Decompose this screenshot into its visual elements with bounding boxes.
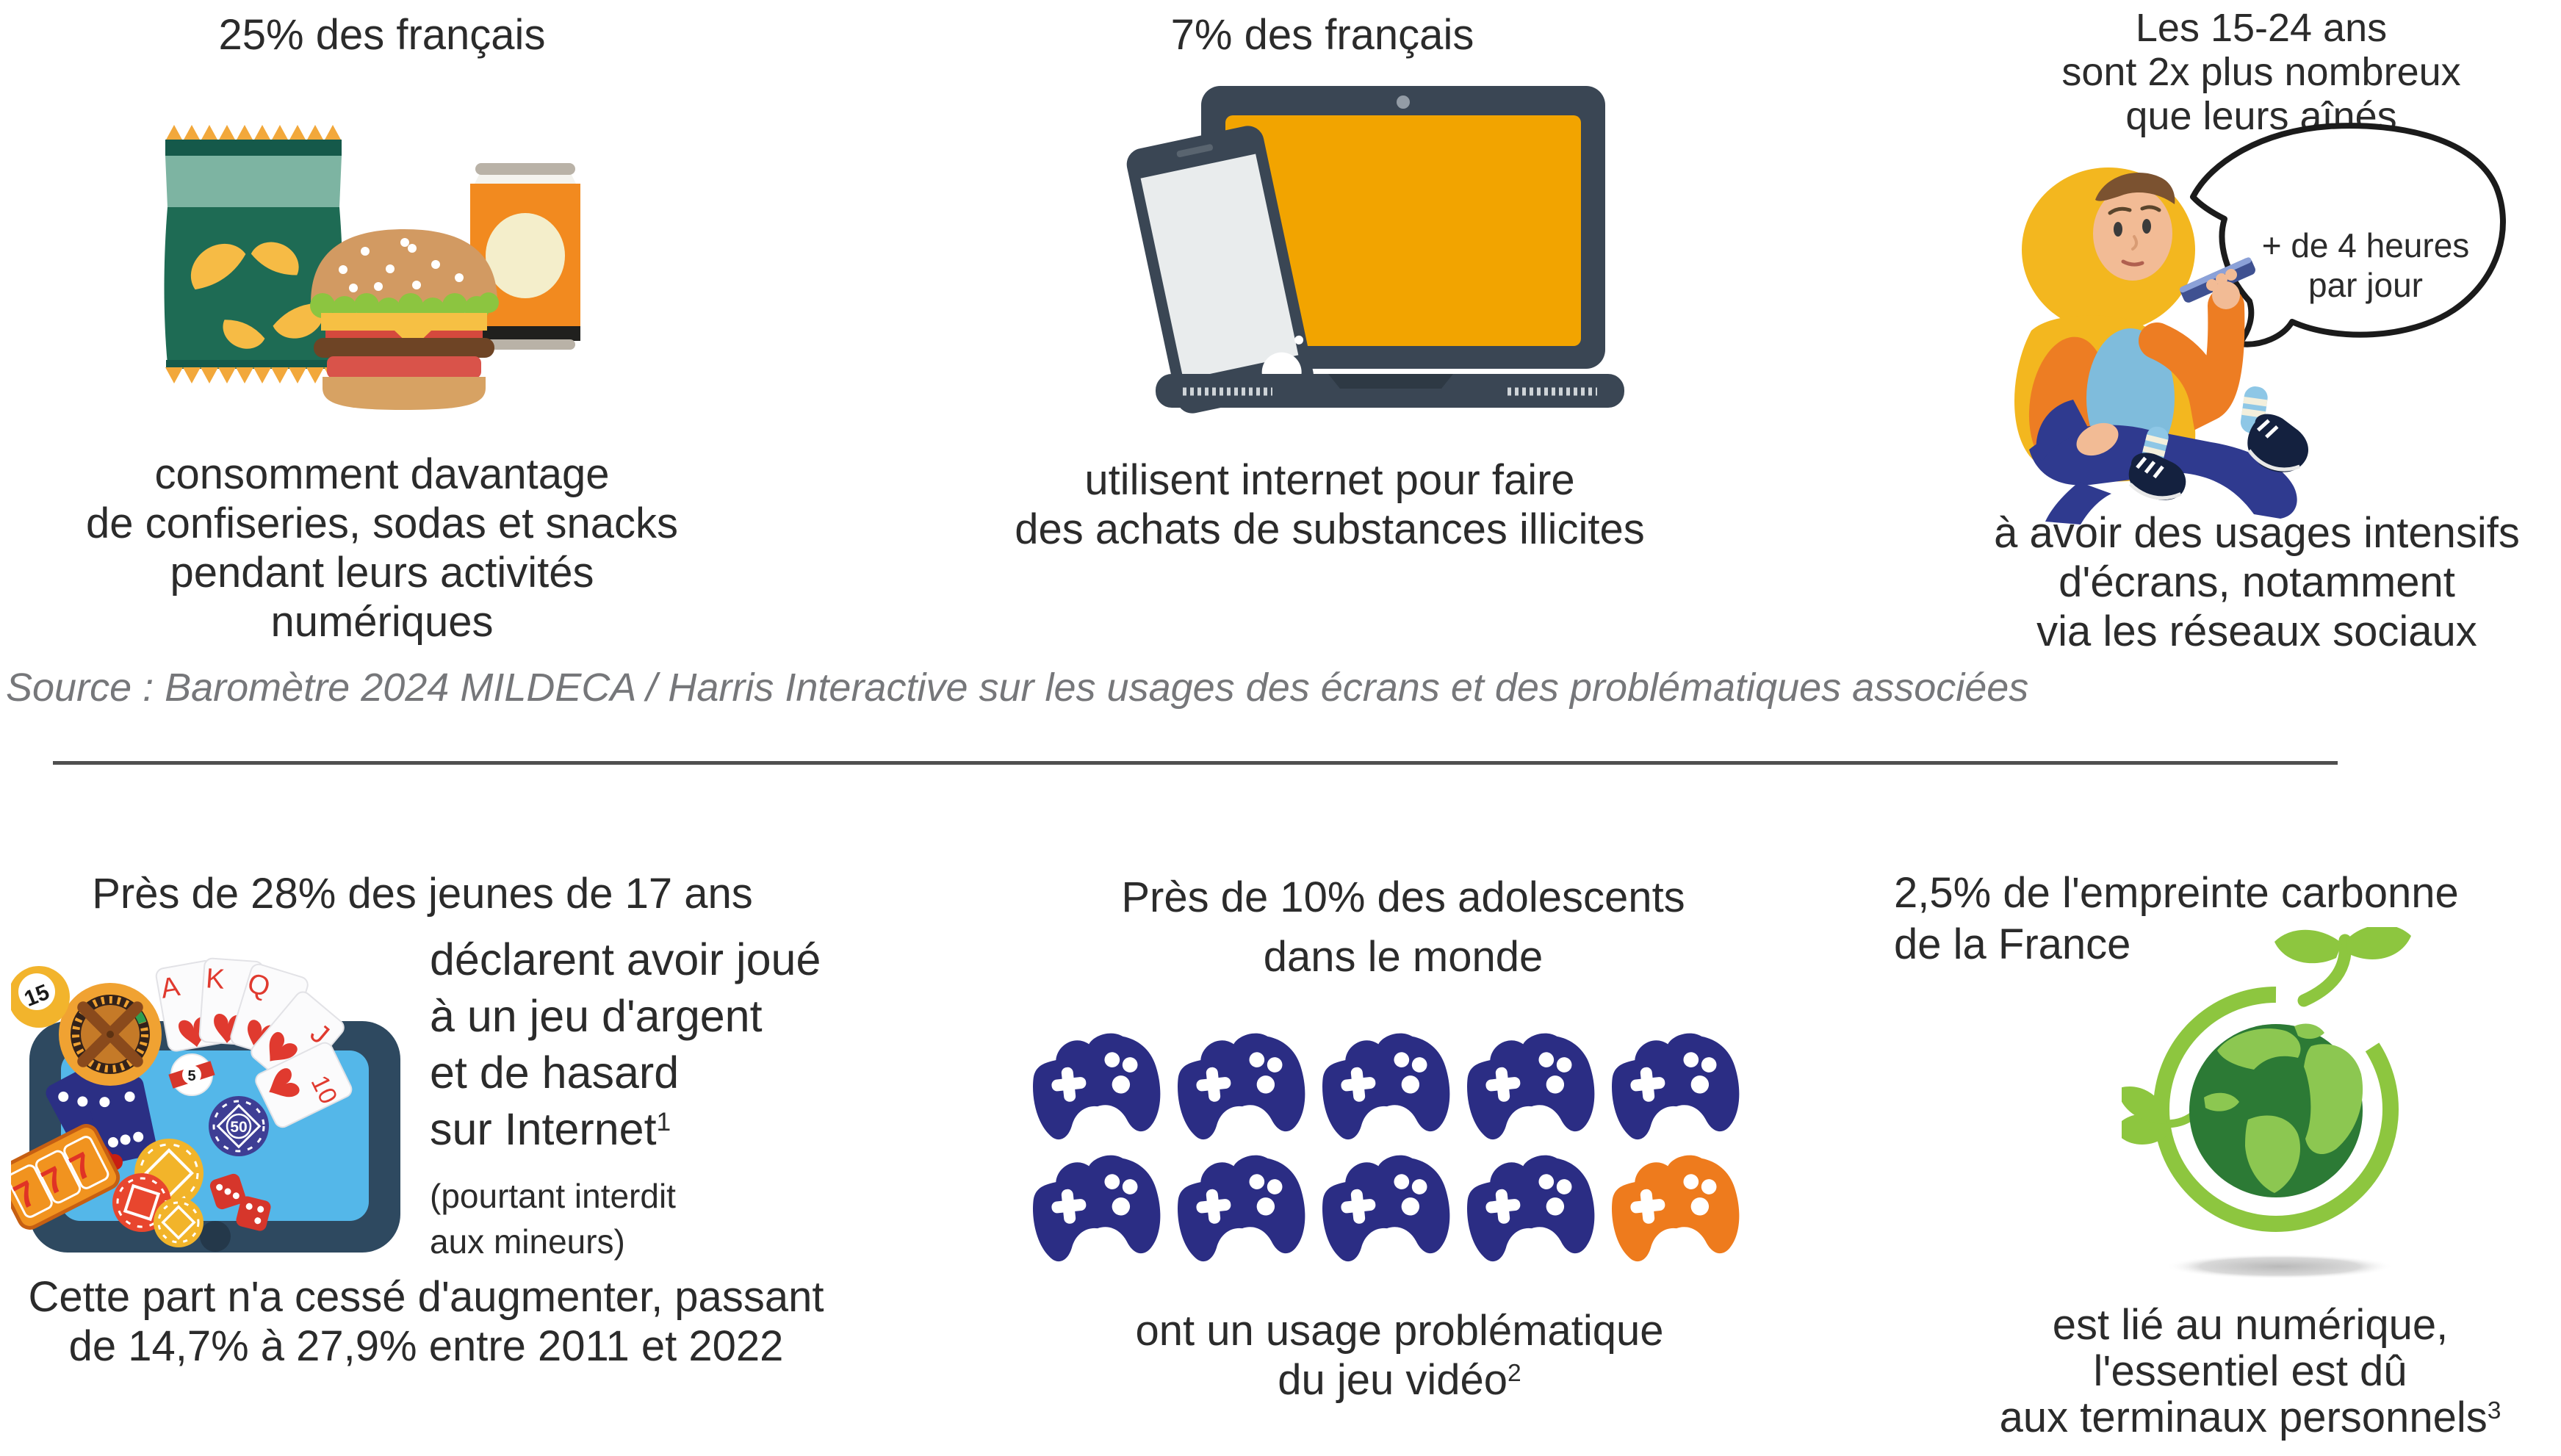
- side-line: à un jeu d'argent: [430, 991, 763, 1041]
- caption-line: des achats de substances illicites: [1015, 505, 1645, 553]
- caption-line: est lié au numérique,: [2052, 1301, 2449, 1349]
- caption-line: pendant leurs activités: [170, 549, 594, 597]
- title-line: dans le monde: [1263, 933, 1544, 981]
- caption-line: à avoir des usages intensifs: [1994, 509, 2520, 557]
- svg-text:5: 5: [187, 1068, 195, 1084]
- playing-cards-icon: A K Q J 10: [155, 957, 353, 1128]
- snacks-icon: [164, 125, 580, 410]
- title-line: sont 2x plus nombreux: [2061, 50, 2461, 94]
- caption-line: ont un usage problématique: [1135, 1307, 1664, 1355]
- teen-figure: [2014, 167, 2308, 525]
- earth-leaves-icon: [2122, 927, 2411, 1279]
- panel-internet-title: 7% des français: [1170, 11, 1474, 59]
- caption-line: consomment davantage: [154, 450, 610, 498]
- gamepad-icon: [1311, 1020, 1460, 1152]
- caption-line: via les réseaux sociaux: [2036, 608, 2477, 655]
- title-line: Les 15-24 ans: [2135, 6, 2388, 50]
- title-line: de la France: [1894, 920, 2131, 968]
- dice-icon: [209, 1173, 271, 1231]
- gamepad-icon: [1166, 1020, 1316, 1152]
- svg-text:K: K: [205, 963, 226, 995]
- footnote-superscript: 2: [1508, 1359, 1521, 1387]
- teen-with-phone-icon: + de 4 heures par jour: [2014, 123, 2506, 525]
- caption-line: du jeu vidéo2: [1278, 1356, 1521, 1404]
- gamepad-icon: [1455, 1020, 1605, 1152]
- gamepad-icon: [1455, 1142, 1605, 1274]
- title-line: Près de 10% des adolescents: [1121, 873, 1685, 921]
- casino-chips-icon: [112, 1139, 203, 1247]
- panel-gambling-title: Près de 28% des jeunes de 17 ans: [92, 870, 753, 918]
- bubble-text: par jour: [2308, 266, 2423, 304]
- caption-line: de confiseries, sodas et snacks: [86, 500, 678, 547]
- speech-bubble: + de 4 heures par jour: [2190, 123, 2506, 347]
- footer-line: Cette part n'a cessé d'augmenter, passan…: [28, 1273, 824, 1321]
- panel-carbon-title: 2,5% de l'empreinte carbonne de la Franc…: [1894, 868, 2555, 970]
- panel-gambling-footer: Cette part n'a cessé d'augmenter, passan…: [0, 1272, 852, 1371]
- roulette-icon: [59, 983, 162, 1086]
- panel-gaming-caption: ont un usage problématique du jeu vidéo2: [1032, 1306, 1767, 1411]
- side-note-line: aux mineurs): [430, 1222, 625, 1261]
- soda-can-icon: [470, 163, 580, 350]
- chips-bag-icon: [164, 125, 343, 383]
- gamepad-icon-highlighted: [1600, 1142, 1750, 1274]
- divider-line: [53, 761, 2338, 765]
- shadow: [2166, 1254, 2393, 1279]
- gamepad-icon: [1021, 1020, 1171, 1152]
- footnote-superscript: 1: [656, 1107, 671, 1136]
- laptop-icon: [1126, 86, 1624, 414]
- caption-line: numériques: [270, 598, 494, 646]
- panel-gambling-side-text: déclarent avoir joué à un jeu d'argent e…: [430, 931, 841, 1264]
- title-line: 2,5% de l'empreinte carbonne: [1894, 869, 2459, 917]
- caption-line: l'essentiel est dû: [2093, 1347, 2407, 1395]
- gamepad-icon: [1166, 1142, 1316, 1274]
- side-line: sur Internet1: [430, 1104, 671, 1154]
- bubble-text: + de 4 heures: [2262, 226, 2470, 264]
- side-line: déclarent avoir joué: [430, 934, 821, 984]
- panel-snacks-caption: consomment davantage de confiseries, sod…: [44, 450, 720, 646]
- footer-line: de 14,7% à 27,9% entre 2011 et 2022: [68, 1322, 784, 1370]
- home-button-icon: [200, 1221, 231, 1252]
- caption-line: aux terminaux personnels3: [1999, 1394, 2501, 1441]
- burger-icon: [310, 229, 499, 410]
- gamepad-icon: [1600, 1020, 1750, 1152]
- caption-line: d'écrans, notamment: [2058, 558, 2455, 606]
- caption-line: utilisent internet pour faire: [1084, 456, 1575, 504]
- panel-teens-caption: à avoir des usages intensifs d'écrans, n…: [1926, 508, 2561, 656]
- gamepad-pictograph: [1027, 1027, 1751, 1271]
- gambling-tablet-icon: A K Q J 10 5: [11, 957, 400, 1253]
- poker-chip-50-icon: 50: [209, 1096, 269, 1156]
- svg-text:50: 50: [230, 1119, 247, 1136]
- webcam-icon: [1397, 95, 1410, 109]
- panel-teens-title: Les 15-24 ans sont 2x plus nombreux que …: [1967, 6, 2555, 138]
- gamepad-icon: [1021, 1142, 1171, 1274]
- panel-snacks-title: 25% des français: [218, 11, 546, 59]
- panel-carbon-caption: est lié au numérique, l'essentiel est dû…: [1939, 1302, 2561, 1447]
- source-note: Source : Baromètre 2024 MILDECA / Harris…: [6, 666, 2029, 710]
- side-line: et de hasard: [430, 1048, 680, 1098]
- side-note-line: (pourtant interdit: [430, 1177, 676, 1215]
- footnote-superscript: 3: [2487, 1396, 2501, 1424]
- gamepad-icon: [1311, 1142, 1460, 1274]
- panel-internet-caption: utilisent internet pour faire des achats…: [962, 455, 1697, 554]
- lottery-ball-5-icon: 5: [168, 1053, 215, 1096]
- smartphone-icon: [1126, 126, 1314, 414]
- panel-gaming-title: Près de 10% des adolescents dans le mond…: [1036, 868, 1771, 987]
- lotto-ball-15-icon: 15: [11, 966, 70, 1028]
